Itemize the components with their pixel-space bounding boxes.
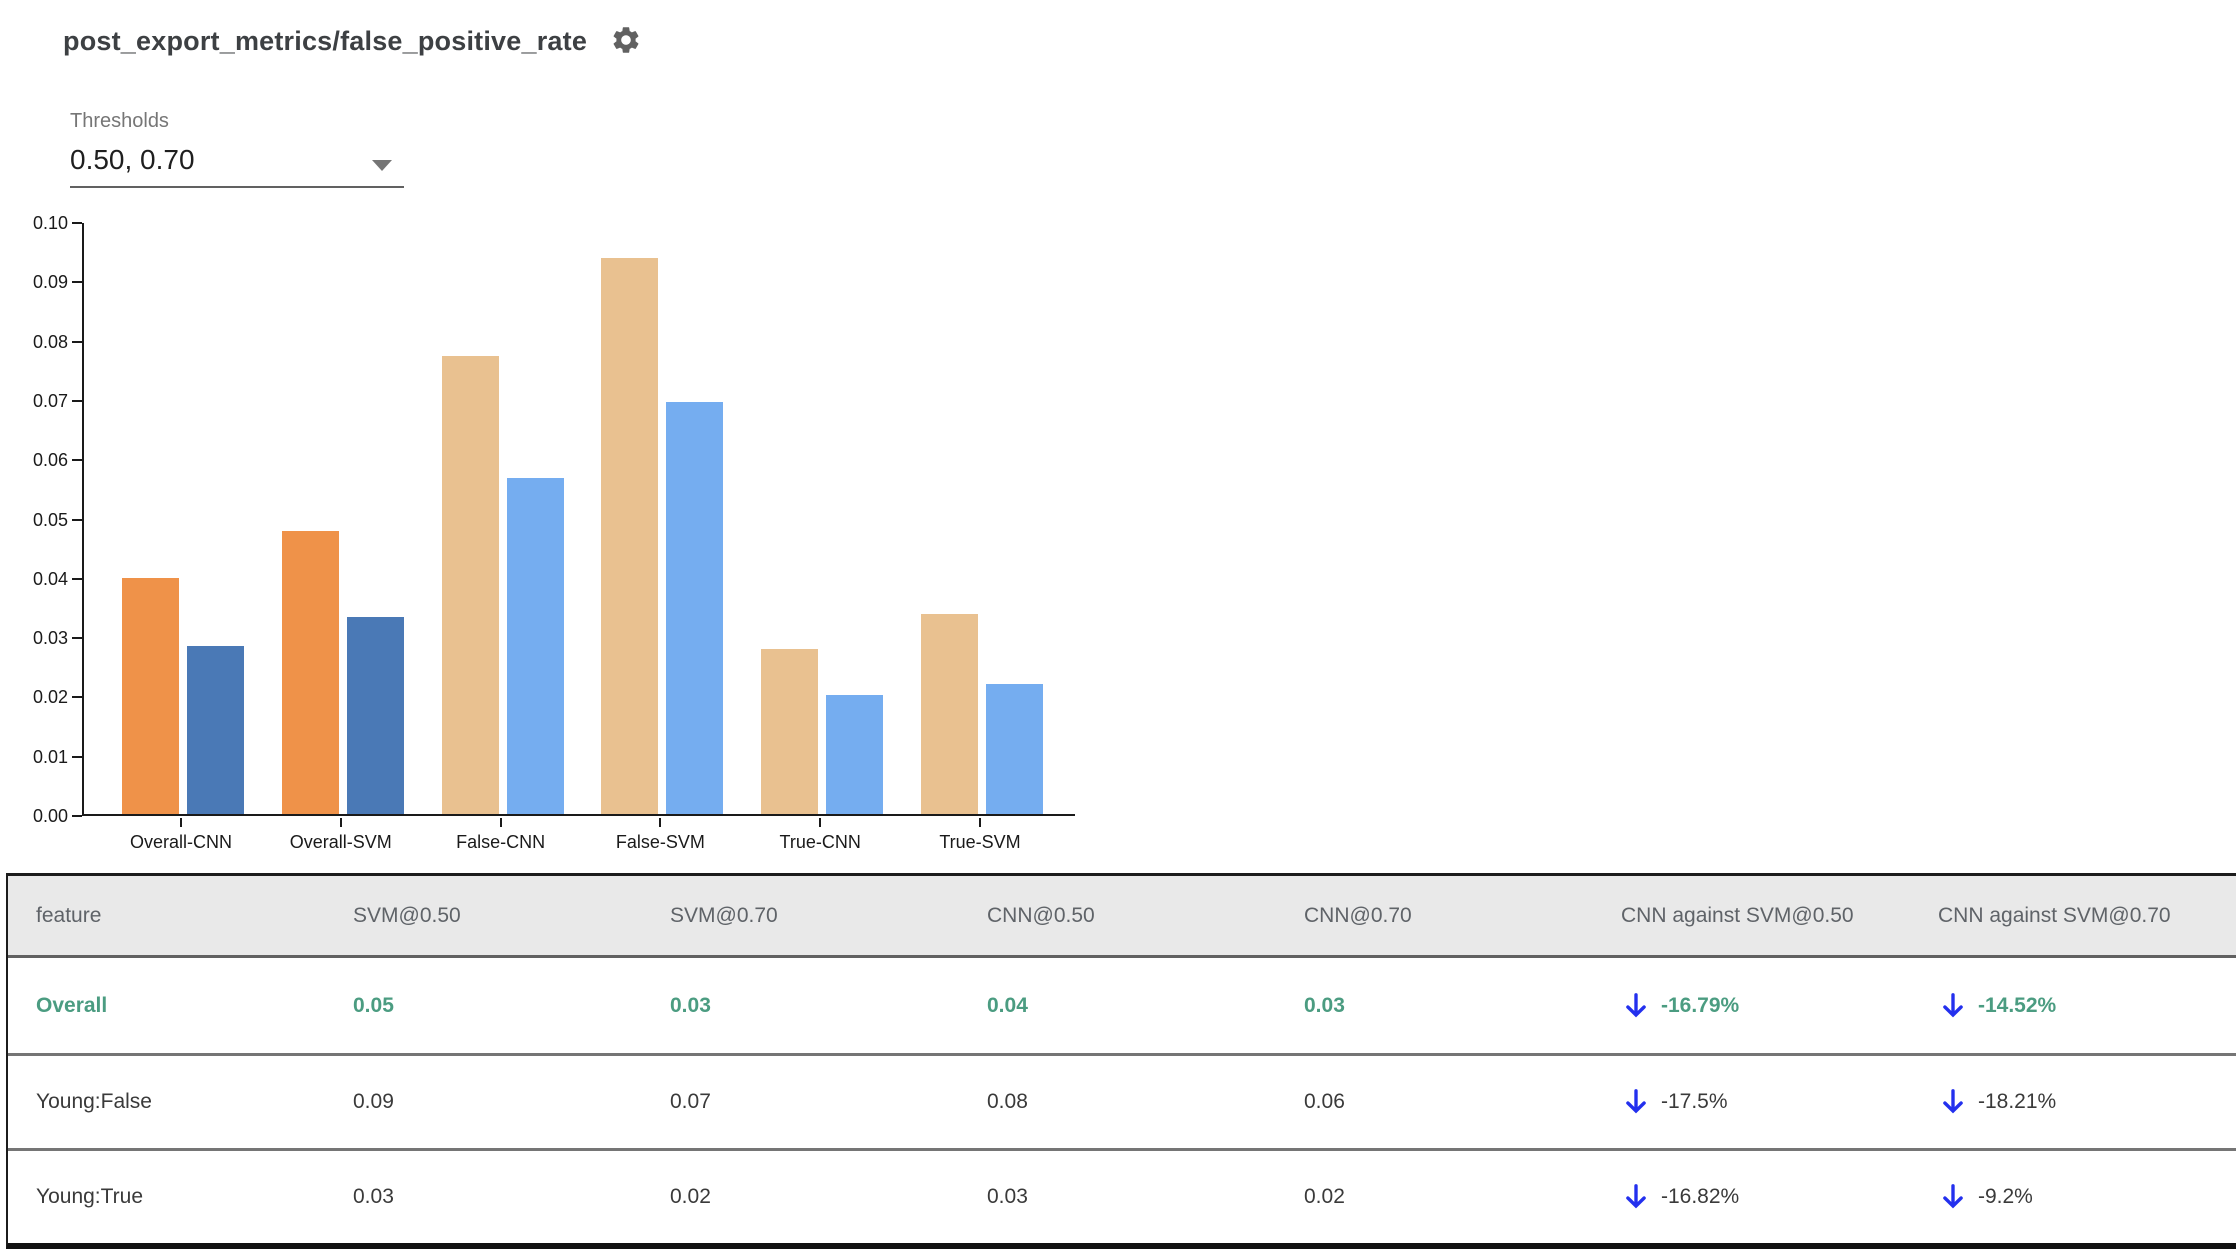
y-tick-label: 0.05 (32, 509, 68, 530)
plot-area (82, 223, 1075, 816)
dropdown-arrow-icon[interactable] (372, 160, 392, 171)
y-tick-label: 0.04 (32, 568, 68, 589)
y-tick-mark (72, 637, 82, 640)
thresholds-selected-value[interactable]: 0.50, 0.70 (70, 144, 195, 175)
bar-False-CNN-0.50[interactable] (441, 356, 499, 814)
comparison-value: -16.82% (1593, 1182, 1910, 1212)
feature-name: Overall (36, 993, 108, 1017)
x-tick-mark (180, 818, 182, 827)
y-tick-label: 0.01 (32, 746, 68, 767)
metric-value: 0.07 (670, 1090, 711, 1113)
comparison-percent: -16.82% (1661, 1185, 1740, 1208)
comparison-percent: -9.2% (1978, 1185, 2033, 1208)
y-tick-label: 0.06 (32, 450, 68, 471)
metric-value: 0.02 (670, 1185, 711, 1208)
bar-True-SVM-0.50[interactable] (921, 614, 978, 814)
x-tick-mark (819, 818, 822, 827)
page-title: post_export_metrics/false_positive_rate (63, 26, 588, 56)
y-tick-mark (72, 696, 82, 699)
column-header-cnn-0.70: CNN@0.70 (1304, 903, 1412, 927)
y-tick-mark (72, 518, 82, 521)
metrics-table: feature SVM@0.50 SVM@0.70 CNN@0.50 CNN@0.70 C… (6, 873, 2236, 1249)
metric-value: 0.04 (987, 993, 1028, 1017)
x-tick-label-True-SVM: True-SVM (939, 832, 1021, 852)
metric-value: 0.03 (987, 1185, 1028, 1208)
metric-value: 0.03 (1304, 993, 1345, 1017)
x-tick-mark (979, 818, 981, 827)
bar-True-CNN-0.50[interactable] (761, 648, 819, 814)
y-tick-mark (72, 755, 82, 758)
y-tick-mark (72, 281, 82, 284)
arrow-down-icon (1943, 992, 1963, 1017)
thresholds-label: Thresholds (70, 110, 169, 132)
y-tick-label: 0.09 (32, 272, 68, 293)
bar-False-CNN-0.70[interactable] (506, 477, 564, 814)
y-tick-mark (72, 222, 82, 224)
y-tick-mark (72, 399, 82, 402)
metric-value: 0.02 (1304, 1185, 1345, 1208)
table-row-overall[interactable]: Overall 0.05 0.03 0.04 0.03 -16.79% -14.52% (8, 958, 2236, 1053)
metric-value: 0.06 (1304, 1090, 1345, 1113)
metric-value: 0.09 (353, 1090, 394, 1113)
y-tick-mark (72, 815, 82, 817)
column-header-feature: feature (36, 903, 102, 927)
bar-Overall-SVM-0.70[interactable] (346, 617, 404, 814)
metric-value: 0.03 (353, 1185, 394, 1208)
y-tick-mark (72, 340, 82, 343)
comparison-percent: -17.5% (1661, 1090, 1728, 1113)
feature-name: Young:True (36, 1185, 144, 1208)
y-tick-label: 0.10 (32, 213, 68, 233)
bar-True-CNN-0.70[interactable] (826, 694, 884, 814)
x-tick-label-True-CNN: True-CNN (779, 832, 861, 852)
bar-Overall-SVM-0.50[interactable] (281, 530, 339, 814)
table-row-young-false[interactable]: Young:False 0.09 0.07 0.08 0.06 -17.5% -18.21% (8, 1053, 2236, 1148)
y-tick-label: 0.07 (32, 390, 68, 411)
comparison-value: -18.21% (1910, 1087, 2227, 1117)
table-header-row: feature SVM@0.50 SVM@0.70 CNN@0.50 CNN@0.70 C… (8, 876, 2236, 958)
x-tick-mark (659, 818, 662, 827)
y-tick-label: 0.02 (32, 687, 68, 708)
comparison-percent: -16.79% (1661, 993, 1740, 1017)
y-tick-label: 0.03 (32, 628, 68, 649)
column-header-cnn-against-svm-0.70: CNN against SVM@0.70 (1938, 903, 2171, 927)
column-header-cnn-0.50: CNN@0.50 (987, 903, 1095, 927)
arrow-down-icon (1943, 1184, 1963, 1209)
comparison-value: -14.52% (1910, 991, 2227, 1021)
arrow-down-icon (1943, 1089, 1963, 1114)
x-tick-label-False-CNN: False-CNN (456, 832, 546, 852)
column-header-svm-0.70: SVM@0.70 (670, 903, 778, 927)
bar-False-SVM-0.50[interactable] (601, 258, 659, 814)
comparison-percent: -18.21% (1978, 1090, 2057, 1113)
x-tick-label-False-SVM: False-SVM (615, 832, 705, 852)
y-tick-mark (72, 459, 82, 462)
bar-Overall-CNN-0.50[interactable] (122, 578, 179, 814)
x-tick-mark (339, 818, 342, 827)
select-underline (70, 186, 404, 188)
arrow-down-icon (1626, 992, 1646, 1017)
bar-True-SVM-0.70[interactable] (986, 683, 1043, 814)
arrow-down-icon (1626, 1184, 1646, 1209)
bar-False-SVM-0.70[interactable] (666, 402, 724, 814)
x-tick-label-Overall-SVM: Overall-SVM (289, 832, 392, 852)
metric-value: 0.03 (670, 993, 711, 1017)
settings-gear-icon[interactable] (610, 24, 642, 56)
metric-value: 0.05 (353, 993, 394, 1017)
y-tick-label: 0.00 (32, 806, 68, 826)
comparison-value: -9.2% (1910, 1182, 2227, 1212)
y-tick-label: 0.08 (32, 331, 68, 352)
metric-value: 0.08 (987, 1090, 1028, 1113)
table-row-young-true[interactable]: Young:True 0.03 0.02 0.03 0.02 -16.82% -9.2% (8, 1148, 2236, 1243)
feature-name: Young:False (36, 1090, 152, 1113)
column-header-cnn-against-svm-0.50: CNN against SVM@0.50 (1621, 903, 1854, 927)
comparison-value: -17.5% (1593, 1087, 1910, 1117)
arrow-down-icon (1626, 1089, 1646, 1114)
y-tick-mark (72, 577, 82, 580)
bar-Overall-CNN-0.70[interactable] (187, 646, 244, 814)
comparison-percent: -14.52% (1978, 993, 2057, 1017)
x-tick-mark (499, 818, 502, 827)
comparison-value: -16.79% (1593, 991, 1910, 1021)
x-tick-label-Overall-CNN: Overall-CNN (129, 832, 232, 852)
column-header-svm-0.50: SVM@0.50 (353, 903, 461, 927)
